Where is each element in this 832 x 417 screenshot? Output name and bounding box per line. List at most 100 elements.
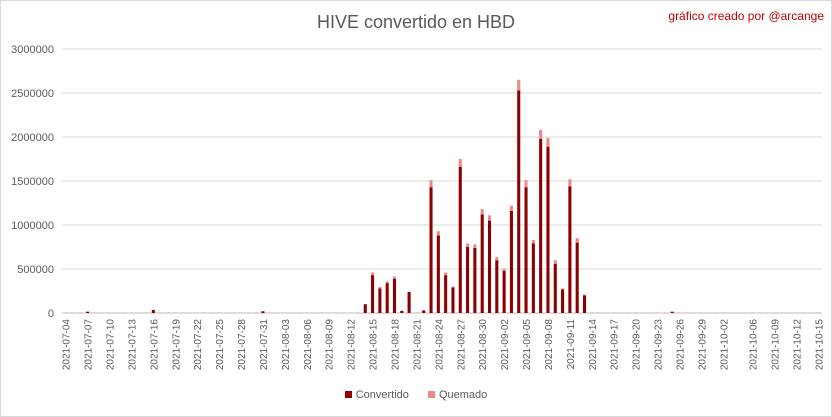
day-marker — [115, 312, 119, 313]
bar-convertido — [458, 166, 462, 313]
x-tick-label: 2021-10-02 — [719, 319, 730, 371]
x-tick-label: 2021-07-16 — [149, 319, 160, 371]
day-marker — [685, 312, 689, 313]
day-marker — [590, 312, 594, 313]
day-marker — [729, 312, 733, 313]
bar-convertido — [487, 220, 492, 313]
x-tick-label: 2021-07-10 — [106, 319, 117, 371]
bar-convertido — [363, 304, 367, 313]
x-tick-label: 2021-08-15 — [369, 319, 380, 371]
x-tick-label: 2021-08-03 — [281, 319, 292, 371]
bar-quemado — [444, 272, 448, 276]
day-marker — [129, 312, 133, 313]
bar-convertido — [385, 283, 389, 313]
day-marker — [334, 312, 338, 313]
day-marker — [736, 312, 740, 313]
y-tick-label: 2500000 — [11, 88, 54, 100]
x-tick-label: 2021-08-09 — [325, 319, 336, 371]
bar-convertido — [502, 270, 506, 313]
day-marker — [202, 312, 207, 313]
day-marker — [794, 312, 798, 313]
bar-convertido — [568, 186, 572, 313]
bar-quemado — [466, 243, 470, 247]
day-marker — [93, 312, 97, 313]
bar-quemado — [378, 287, 382, 289]
bar-convertido — [444, 275, 448, 313]
bar-quemado — [531, 239, 535, 244]
chart-legend: Convertido Quemado — [0, 389, 832, 401]
bar-quemado — [385, 281, 389, 284]
bar-quemado — [371, 272, 375, 276]
day-marker — [677, 312, 682, 313]
day-marker — [137, 312, 141, 313]
day-marker — [699, 312, 703, 313]
x-tick-label: 2021-07-28 — [237, 319, 248, 371]
bar-quemado — [546, 137, 550, 147]
day-marker — [707, 312, 711, 313]
day-marker — [144, 312, 148, 313]
legend-swatch-quemado — [427, 390, 435, 398]
day-marker — [743, 312, 747, 313]
x-tick-label: 2021-09-05 — [522, 319, 533, 371]
x-tick-label: 2021-07-07 — [84, 319, 95, 371]
day-marker — [166, 312, 170, 313]
bar-quemado — [458, 159, 462, 167]
bar-quemado — [480, 209, 484, 215]
day-marker — [612, 312, 616, 313]
x-tick-label: 2021-08-18 — [391, 319, 402, 371]
bar-quemado — [553, 260, 557, 264]
day-marker — [122, 312, 126, 313]
day-marker — [239, 312, 243, 313]
day-marker — [619, 312, 623, 313]
day-marker — [232, 312, 236, 313]
day-marker — [107, 312, 112, 313]
day-marker — [188, 312, 192, 313]
day-marker — [597, 312, 601, 313]
x-tick-label: 2021-08-24 — [434, 319, 445, 371]
day-marker — [656, 312, 660, 313]
x-tick-label: 2021-08-30 — [478, 319, 489, 371]
bar-convertido — [378, 288, 382, 313]
bar-convertido — [466, 247, 470, 313]
day-marker — [772, 312, 777, 313]
day-marker — [64, 312, 68, 313]
day-marker — [71, 312, 75, 313]
day-marker — [663, 312, 667, 313]
day-marker — [173, 312, 177, 313]
bar-quemado — [436, 231, 440, 236]
x-tick-label: 2021-07-22 — [193, 319, 204, 371]
day-marker — [648, 312, 652, 313]
chart-credit: gráfico creado por @arcange — [668, 9, 824, 23]
day-marker — [758, 312, 762, 313]
x-tick-label: 2021-08-12 — [347, 319, 358, 371]
bar-convertido — [407, 291, 411, 313]
day-marker — [765, 312, 769, 313]
x-tick-label: 2021-09-20 — [632, 319, 643, 371]
day-marker — [305, 312, 309, 313]
bar-quemado — [429, 180, 433, 188]
bar-quemado — [509, 205, 513, 211]
bar-convertido — [400, 310, 404, 313]
bar-quemado — [561, 288, 565, 290]
day-marker — [414, 312, 418, 313]
legend-label-convertido: Convertido — [355, 389, 409, 401]
day-marker — [802, 312, 806, 313]
bar-convertido — [451, 287, 455, 313]
x-tick-label: 2021-09-11 — [566, 319, 577, 370]
day-marker — [210, 312, 214, 313]
bar-convertido — [553, 263, 557, 313]
day-marker — [159, 312, 163, 313]
x-tick-label: 2021-08-27 — [456, 319, 467, 371]
x-tick-label: 2021-09-26 — [676, 319, 687, 371]
day-marker — [809, 312, 813, 313]
x-tick-label: 2021-08-21 — [412, 319, 423, 371]
day-marker — [787, 312, 791, 313]
y-tick-label: 2000000 — [11, 132, 54, 144]
bar-convertido — [422, 310, 426, 313]
bar-convertido — [495, 260, 499, 313]
x-tick-label: 2021-10-12 — [792, 319, 803, 371]
bar-convertido — [429, 187, 433, 313]
y-tick-label: 500000 — [17, 264, 54, 276]
day-marker — [312, 312, 316, 313]
